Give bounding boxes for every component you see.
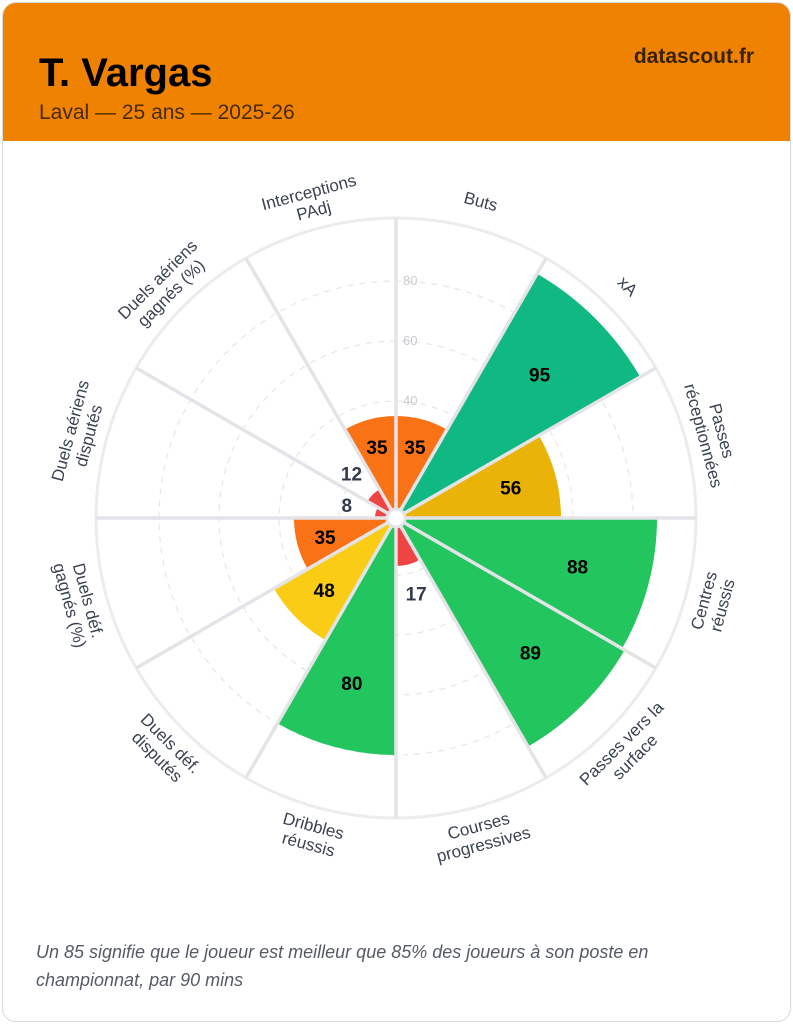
value-label-9: 8 xyxy=(341,496,352,517)
header: T. Vargas Laval — 25 ans — 2025-26 datas… xyxy=(3,3,790,141)
wedge-4 xyxy=(396,518,625,747)
wedge-7 xyxy=(273,518,396,641)
spoke-5 xyxy=(394,517,548,779)
category-label-10: Duels aériensgagnés (%) xyxy=(114,236,214,336)
player-subtitle: Laval — 25 ans — 2025-26 xyxy=(39,101,295,124)
category-label-7: Duels déf.disputés xyxy=(123,710,204,791)
brand-link[interactable]: datascout.fr xyxy=(633,45,754,68)
spoke-2 xyxy=(395,366,657,520)
category-label-2: Passesréceptionnées xyxy=(680,377,744,490)
wedge-3 xyxy=(396,518,657,649)
wedge-1 xyxy=(396,273,641,518)
center-hole xyxy=(385,507,407,529)
spoke-11 xyxy=(244,257,398,519)
value-label-8: 35 xyxy=(314,528,336,549)
spoke-1 xyxy=(394,257,548,519)
value-label-4: 89 xyxy=(520,643,541,664)
value-label-5: 17 xyxy=(406,584,427,605)
category-label-3: Centresréussis xyxy=(687,569,739,636)
category-label-4: Passes vers lasurface xyxy=(576,697,681,802)
category-label-0: Buts xyxy=(462,188,500,215)
tick-label-80: 80 xyxy=(403,273,417,288)
value-label-2: 56 xyxy=(500,478,521,499)
category-label-6: Dribblesréussis xyxy=(276,809,346,862)
value-label-7: 48 xyxy=(314,581,335,602)
value-label-6: 80 xyxy=(341,674,362,695)
spoke-4 xyxy=(395,516,657,670)
tick-label-60: 60 xyxy=(403,333,417,348)
footer-note: Un 85 signifie que le joueur est meilleu… xyxy=(36,942,649,990)
value-label-10: 12 xyxy=(341,464,362,485)
spoke-8 xyxy=(135,516,397,670)
category-label-9: Duels aériensdisputés xyxy=(48,378,112,488)
player-name: T. Vargas xyxy=(39,51,213,95)
value-label-1: 95 xyxy=(529,365,551,386)
value-label-0: 35 xyxy=(404,438,426,459)
spoke-10 xyxy=(135,366,397,520)
wedge-2 xyxy=(396,435,561,518)
value-label-11: 35 xyxy=(366,438,388,459)
wedge-6 xyxy=(277,518,396,755)
category-label-1: xA xyxy=(614,273,642,301)
tick-label-40: 40 xyxy=(403,393,417,408)
spoke-7 xyxy=(244,517,398,779)
value-label-3: 88 xyxy=(567,558,588,579)
